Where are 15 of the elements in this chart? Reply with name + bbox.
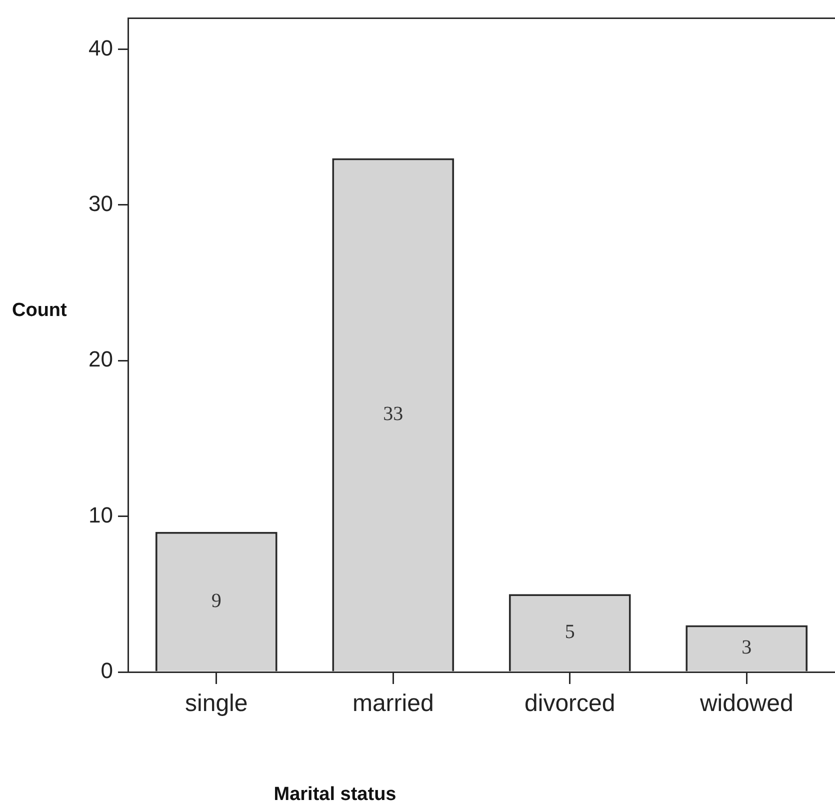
x-tick-label: divorced — [524, 690, 616, 718]
data-label: 33 — [383, 403, 404, 426]
y-tick-label: 40 — [88, 35, 113, 60]
x-tick-label: single — [185, 690, 248, 718]
y-tick-label: 20 — [88, 346, 113, 372]
data-label: 3 — [742, 636, 752, 659]
data-label: 5 — [564, 620, 575, 643]
x-axis-title: Marital status — [274, 784, 396, 806]
y-tick-label: 0 — [100, 658, 113, 684]
y-tick-label: 30 — [88, 191, 113, 216]
x-tick-label: widowed — [698, 690, 794, 718]
y-tick-label: 10 — [88, 502, 113, 528]
y-axis-title: Count — [12, 300, 67, 322]
x-tick-label: married — [352, 690, 434, 718]
data-label: 9 — [211, 590, 222, 612]
